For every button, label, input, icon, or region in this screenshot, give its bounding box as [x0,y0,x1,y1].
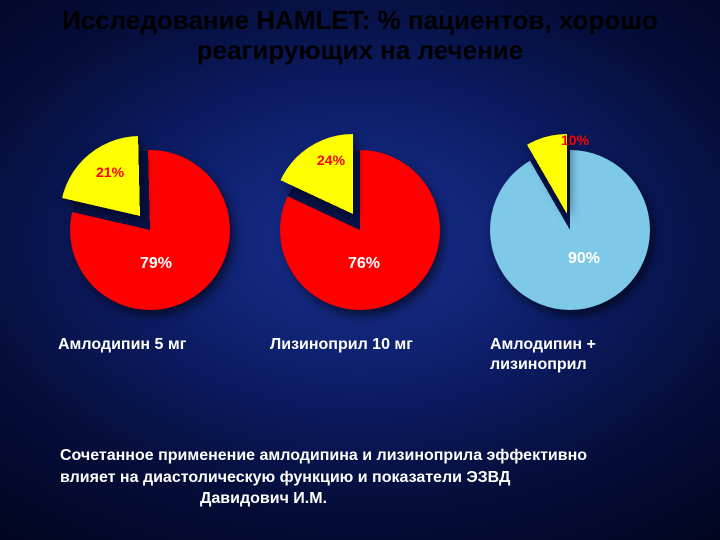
pie-chart-0: 79% 21% [50,130,250,330]
slide-title-text: Исследование HAMLET: % пациентов, хорошо… [62,5,658,65]
pie-chart-1: 76% 24% [260,130,460,330]
pie-chart-2: 90% 10% [470,130,670,330]
footer-line2: влияет на диастолическую функцию и показ… [60,467,680,489]
chart-caption-2: Амлодипин + лизиноприл [490,335,670,375]
pie-main-label: 76% [348,255,380,273]
pie-minor-label: 21% [96,164,124,180]
slide-title: Исследование HAMLET: % пациентов, хорошо… [0,6,720,66]
pie-main-label: 79% [140,255,172,273]
footer-attribution: Давидович И.М. [60,488,680,510]
slide-content: Исследование HAMLET: % пациентов, хорошо… [0,0,720,540]
pie-main-label: 90% [568,250,600,268]
pie-minor-slice [487,134,647,294]
chart-caption-1: Лизиноприл 10 мг [270,335,413,355]
charts-row: 79% 21% 76% 24% 90% 10% [0,130,720,330]
pie-minor-label: 24% [317,152,345,168]
chart-caption-0: Амлодипин 5 мг [58,335,186,355]
footer-line1: Сочетанное применение амлодипина и лизин… [60,445,680,467]
footer-note: Сочетанное применение амлодипина и лизин… [60,445,680,510]
pie-minor-label: 10% [561,132,589,148]
